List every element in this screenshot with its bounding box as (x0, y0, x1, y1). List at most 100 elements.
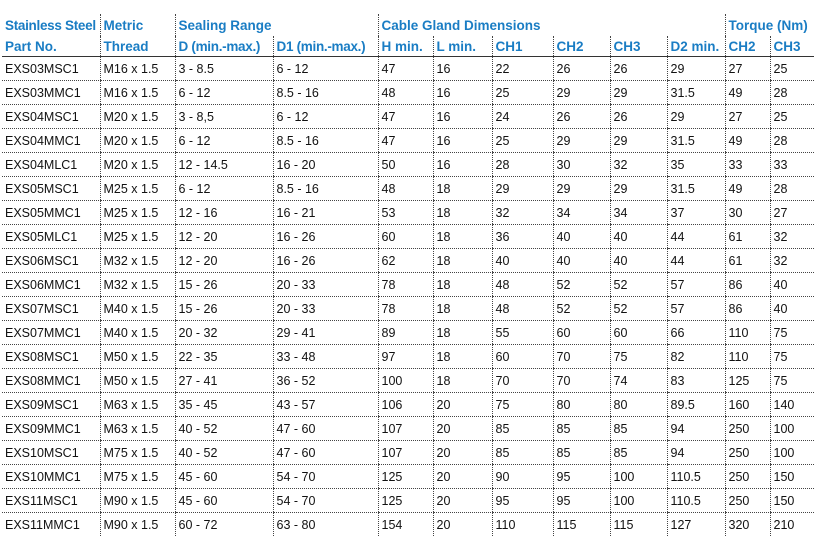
cell-d-range: 27 - 41 (174, 368, 273, 393)
cell-d-range: 6 - 12 (174, 128, 273, 153)
cell-ch1: 32 (491, 200, 553, 225)
cell-d-range: 35 - 45 (174, 392, 273, 417)
cell-ch3: 115 (609, 512, 667, 536)
cell-torque-ch2: 61 (724, 248, 771, 273)
cell-ch2: 29 (552, 176, 610, 201)
cell-d1-range: 16 - 26 (272, 224, 378, 249)
cell-d2-min: 110.5 (666, 488, 726, 513)
cell-part-no: EXS09MMC1 (2, 416, 100, 441)
cell-ch2: 26 (552, 104, 610, 129)
cell-torque-ch3: 210 (769, 512, 815, 536)
cell-d1-range: 16 - 21 (272, 200, 378, 225)
cell-thread: M25 x 1.5 (99, 176, 175, 201)
cell-l-min: 20 (432, 416, 492, 441)
cell-d1-range: 20 - 33 (272, 272, 378, 297)
cell-torque-ch2: 49 (724, 80, 771, 105)
cell-torque-ch2: 86 (724, 272, 771, 297)
cell-d1-range: 8.5 - 16 (272, 176, 378, 201)
group-header-metric: Metric (99, 14, 175, 36)
cell-thread: M25 x 1.5 (99, 200, 175, 225)
cell-ch2: 40 (552, 248, 610, 273)
cell-thread: M20 x 1.5 (99, 104, 175, 129)
cell-ch1: 36 (491, 224, 553, 249)
table-row: EXS07MSC1 M40 x 1.5 15 - 26 20 - 33 78 18 48 52… (2, 296, 815, 321)
cell-ch1: 29 (491, 176, 553, 201)
cell-h-min: 125 (377, 488, 433, 513)
cell-ch1: 48 (491, 272, 553, 297)
table-row: EXS11MMC1 M90 x 1.5 60 - 72 63 - 80 154 20 110… (2, 512, 815, 536)
cell-part-no: EXS07MSC1 (2, 296, 100, 321)
table-body: EXS03MSC1 M16 x 1.5 3 - 8.5 6 - 12 47 16 22 26 2… (2, 56, 815, 536)
cell-thread: M63 x 1.5 (99, 416, 175, 441)
cell-d-range: 12 - 20 (174, 248, 273, 273)
cell-part-no: EXS10MSC1 (2, 440, 100, 465)
cell-torque-ch3: 75 (769, 344, 815, 369)
cell-torque-ch2: 160 (724, 392, 771, 417)
cell-d-range: 12 - 20 (174, 224, 273, 249)
cell-torque-ch2: 110 (724, 320, 771, 345)
cell-torque-ch3: 33 (769, 152, 815, 177)
cell-part-no: EXS09MSC1 (2, 392, 100, 417)
column-header-h-min: H min. (377, 36, 433, 57)
cell-torque-ch3: 75 (769, 320, 815, 345)
cell-ch1: 60 (491, 344, 553, 369)
cell-torque-ch2: 110 (724, 344, 771, 369)
group-header-torque: Torque (Nm) (724, 14, 815, 36)
cell-h-min: 47 (377, 128, 433, 153)
cell-d2-min: 44 (666, 224, 726, 249)
table-row: EXS03MSC1 M16 x 1.5 3 - 8.5 6 - 12 47 16 22 26 2… (2, 56, 815, 81)
cell-thread: M16 x 1.5 (99, 80, 175, 105)
cell-thread: M16 x 1.5 (99, 56, 175, 81)
table-row: EXS08MSC1 M50 x 1.5 22 - 35 33 - 48 97 18 60 70… (2, 344, 815, 369)
cell-thread: M32 x 1.5 (99, 248, 175, 273)
cell-d1-range: 33 - 48 (272, 344, 378, 369)
cell-ch3: 74 (609, 368, 667, 393)
cell-torque-ch3: 100 (769, 416, 815, 441)
cell-ch3: 32 (609, 152, 667, 177)
cell-h-min: 47 (377, 56, 433, 81)
table-row: EXS06MSC1 M32 x 1.5 12 - 20 16 - 26 62 18 40 40… (2, 248, 815, 273)
table-row: EXS07MMC1 M40 x 1.5 20 - 32 29 - 41 89 18 55 60… (2, 320, 815, 345)
cell-d2-min: 29 (666, 56, 726, 81)
cell-h-min: 50 (377, 152, 433, 177)
cell-h-min: 48 (377, 80, 433, 105)
group-header-cable-gland-dimensions: Cable Gland Dimensions (377, 14, 726, 36)
cell-d2-min: 44 (666, 248, 726, 273)
cell-torque-ch3: 25 (769, 104, 815, 129)
cell-ch2: 95 (552, 488, 610, 513)
cell-part-no: EXS04MLC1 (2, 152, 100, 177)
table-row: EXS11MSC1 M90 x 1.5 45 - 60 54 - 70 125 20 95 9… (2, 488, 815, 513)
cell-d-range: 3 - 8,5 (174, 104, 273, 129)
cell-thread: M90 x 1.5 (99, 488, 175, 513)
cell-torque-ch2: 250 (724, 416, 771, 441)
cell-d2-min: 31.5 (666, 176, 726, 201)
cell-ch1: 95 (491, 488, 553, 513)
cell-d1-range: 36 - 52 (272, 368, 378, 393)
group-header-stainless-steel: Stainless Steel (5, 17, 96, 33)
cell-l-min: 16 (432, 80, 492, 105)
cell-ch1: 85 (491, 416, 553, 441)
cell-ch2: 29 (552, 80, 610, 105)
cell-d1-range: 8.5 - 16 (272, 80, 378, 105)
table-row: EXS04MLC1 M20 x 1.5 12 - 14.5 16 - 20 50 16 28… (2, 152, 815, 177)
cell-part-no: EXS05MLC1 (2, 224, 100, 249)
table-row: EXS05MMC1 M25 x 1.5 12 - 16 16 - 21 53 18 32 34… (2, 200, 815, 225)
cell-d-range: 20 - 32 (174, 320, 273, 345)
cell-part-no: EXS07MMC1 (2, 320, 100, 345)
cell-h-min: 60 (377, 224, 433, 249)
cell-ch1: 85 (491, 440, 553, 465)
cell-thread: M40 x 1.5 (99, 320, 175, 345)
cell-torque-ch2: 125 (724, 368, 771, 393)
cell-l-min: 18 (432, 320, 492, 345)
cell-ch1: 70 (491, 368, 553, 393)
cell-d2-min: 57 (666, 272, 726, 297)
cell-d1-range: 47 - 60 (272, 416, 378, 441)
cell-part-no: EXS08MSC1 (2, 344, 100, 369)
cell-thread: M75 x 1.5 (99, 440, 175, 465)
cell-h-min: 62 (377, 248, 433, 273)
cell-d-range: 45 - 60 (174, 488, 273, 513)
cell-d1-range: 16 - 20 (272, 152, 378, 177)
cell-d-range: 12 - 14.5 (174, 152, 273, 177)
cell-h-min: 53 (377, 200, 433, 225)
cell-d-range: 40 - 52 (174, 416, 273, 441)
